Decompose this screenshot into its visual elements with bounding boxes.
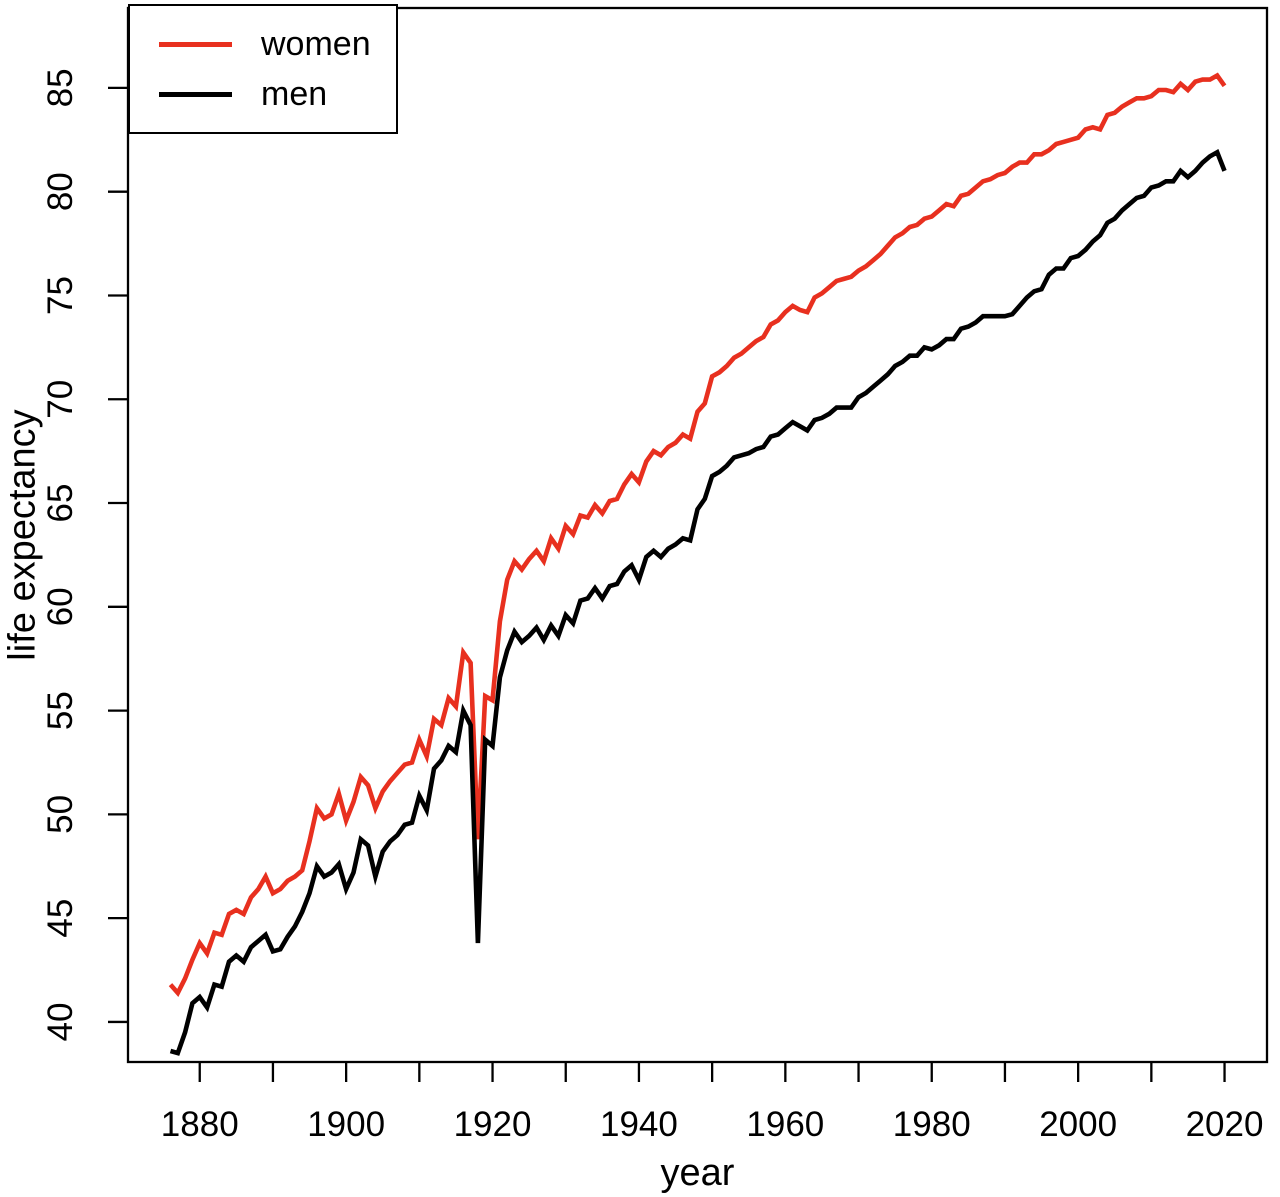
legend: women men [128, 4, 398, 134]
x-axis-tick-label: 1900 [307, 1105, 385, 1144]
legend-item-men: men [130, 74, 396, 114]
legend-item-women: women [130, 24, 396, 64]
x-axis-title: year [660, 1152, 735, 1194]
plot-border [126, 6, 1269, 1064]
men-line-swatch [159, 91, 232, 97]
x-axis-tick-label: 1960 [746, 1105, 824, 1144]
legend-label-women: women [261, 25, 371, 63]
y-axis-tick-label: 85 [41, 68, 80, 107]
y-axis-tick-label: 65 [41, 484, 80, 523]
y-axis-tick-label: 55 [41, 691, 80, 730]
x-axis-tick-label: 1920 [454, 1105, 532, 1144]
y-axis-tick-label: 50 [41, 795, 80, 834]
x-axis-tick-label: 2000 [1039, 1105, 1117, 1144]
women-line-swatch [159, 41, 232, 47]
y-axis-tick-label: 40 [41, 1002, 80, 1041]
x-axis-tick-label: 1880 [161, 1105, 239, 1144]
y-axis-tick-label: 60 [41, 587, 80, 626]
women-line [168, 72, 1227, 997]
x-axis-tick-label: 1980 [893, 1105, 971, 1144]
legend-label-men: men [261, 75, 328, 113]
y-axis-tick-label: 75 [41, 276, 80, 315]
y-axis-tick-label: 80 [41, 172, 80, 211]
x-axis-tick-label: 2020 [1186, 1105, 1264, 1144]
men-line [169, 149, 1227, 1056]
y-axis-tick-label: 70 [41, 380, 80, 419]
y-axis-tick-label: 45 [41, 899, 80, 938]
x-axis-tick-label: 1940 [600, 1105, 678, 1144]
y-axis-title: life expectancy [1, 409, 44, 661]
